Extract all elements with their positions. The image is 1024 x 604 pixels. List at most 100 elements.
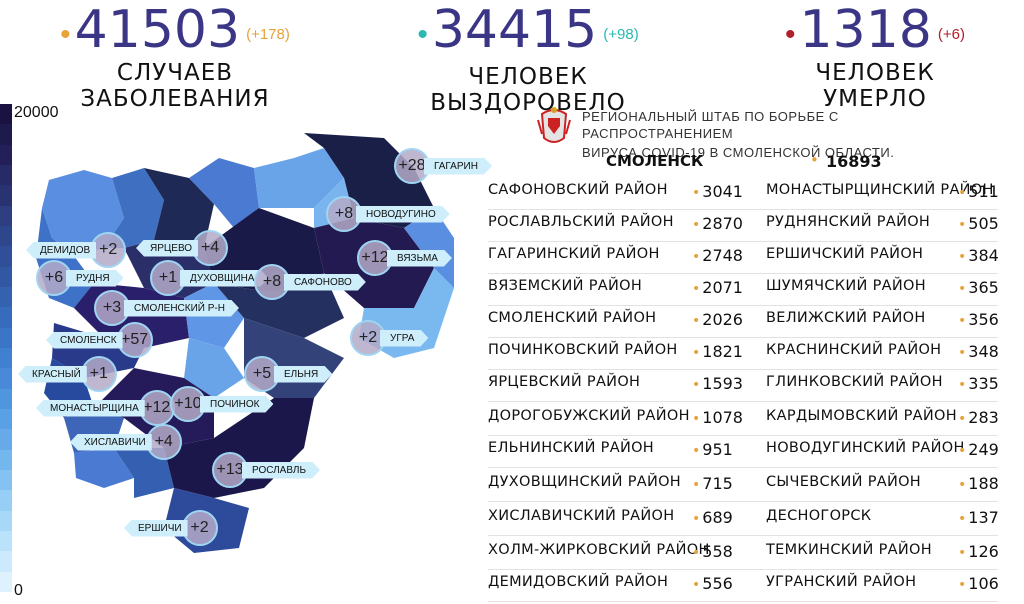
row-divider <box>488 241 998 242</box>
district-value: 335 <box>958 374 999 393</box>
row-divider <box>488 273 998 274</box>
scale-cell <box>0 286 12 308</box>
row-divider <box>488 209 998 210</box>
region-demidov <box>104 168 164 248</box>
district-name: ДЕСНОГОРСК <box>766 508 872 524</box>
badge-label: УГРА <box>380 330 428 347</box>
recovered-stat: • 34415 (+98) ЧЕЛОВЕК ВЫЗДОРОВЕЛО <box>378 0 678 116</box>
map-badge: +1 ДУХОВЩИНА <box>150 260 268 296</box>
map-badge: +5 ЕЛЬНЯ <box>244 356 332 392</box>
badge-label: МОНАСТЫРЩИНА <box>36 399 145 417</box>
scale-cell <box>0 225 12 247</box>
district-value: 1593 <box>692 374 743 393</box>
map-badge: +13 РОСЛАВЛЬ <box>212 452 320 488</box>
district-row: ЯРЦЕВСКИЙ РАЙОН 1593 ГЛИНКОВСКИЙ РАЙОН 335 <box>480 374 1010 404</box>
district-row: ДОРОГОБУЖСКИЙ РАЙОН1078 КАРДЫМОВСКИЙ РАЙО… <box>480 408 1010 438</box>
district-value: 556 <box>692 574 733 593</box>
district-value: 3041 <box>692 182 743 201</box>
hq-line-1: РЕГИОНАЛЬНЫЙ ШТАБ ПО БОРЬБЕ С РАСПРОСТРА… <box>582 109 839 141</box>
district-name: КАРДЫМОВСКИЙ РАЙОН <box>766 408 957 424</box>
district-value: 689 <box>692 508 733 527</box>
row-divider <box>488 467 998 468</box>
row-divider <box>488 435 998 436</box>
row-divider <box>488 501 998 502</box>
district-value: 384 <box>958 246 999 265</box>
district-name: ШУМЯЧСКИЙ РАЙОН <box>766 278 926 294</box>
district-name: МОНАСТЫРЩИНСКИЙ РАЙОН <box>766 182 994 198</box>
map-badge: ЯРЦЕВО +4 <box>136 230 229 266</box>
badge-label: РОСЛАВЛЬ <box>242 462 320 479</box>
smolensk-dot: • <box>810 151 819 169</box>
badge-label: СМОЛЕНСК <box>46 331 123 349</box>
district-name: ДУХОВЩИНСКИЙ РАЙОН <box>488 474 682 490</box>
recovered-label: ЧЕЛОВЕК ВЫЗДОРОВЕЛО <box>430 64 626 116</box>
district-row: РОСЛАВЛЬСКИЙ РАЙОН 2870 РУДНЯНСКИЙ РАЙОН 50… <box>480 214 1010 244</box>
district-value: 558 <box>692 542 733 561</box>
map-badge: +2 УГРА <box>350 320 428 356</box>
map-badge: МОНАСТЫРЩИНА +12 <box>36 390 175 426</box>
district-value: 137 <box>958 508 999 527</box>
scale-cell <box>0 104 12 125</box>
district-row: ДЕМИДОВСКИЙ РАЙОН 556 УГРАНСКИЙ РАЙОН 106 <box>480 574 1010 604</box>
district-name: СЫЧЕВСКИЙ РАЙОН <box>766 474 922 490</box>
scale-cell <box>0 368 12 389</box>
badge-label: КРАСНЫЙ <box>18 365 87 383</box>
map-badge: СМОЛЕНСК +57 <box>46 322 153 358</box>
region-kholm <box>189 158 259 228</box>
district-value: 505 <box>958 214 999 233</box>
district-name: СМОЛЕНСКИЙ РАЙОН <box>488 310 657 326</box>
scale-cell <box>0 571 12 592</box>
cases-dot: • <box>60 18 71 51</box>
district-value: 2071 <box>692 278 743 297</box>
badge-label: САФОНОВО <box>284 274 366 291</box>
region-khislavichi <box>74 448 134 488</box>
district-value: 356 <box>958 310 999 329</box>
district-value: 365 <box>958 278 999 297</box>
district-value: 348 <box>958 342 999 361</box>
district-name: НОВОДУГИНСКИЙ РАЙОН <box>766 440 965 456</box>
scale-cell <box>0 144 12 165</box>
scale-cell <box>0 347 12 369</box>
scale-cell <box>0 164 12 186</box>
scale-cell <box>0 124 12 145</box>
scale-cell <box>0 551 12 572</box>
district-name: ВЯЗЕМСКИЙ РАЙОН <box>488 278 643 294</box>
district-name: ВЕЛИЖСКИЙ РАЙОН <box>766 310 926 326</box>
district-value: 511 <box>958 182 999 201</box>
badge-label: РУДНЯ <box>66 270 124 287</box>
deaths-stat: • 1318 (+6) ЧЕЛОВЕК УМЕРЛО <box>760 0 990 112</box>
recovered-dot: • <box>417 18 428 51</box>
district-row: САФОНОВСКИЙ РАЙОН 3041 МОНАСТЫРЩИНСКИЙ РАЙ… <box>480 182 1010 212</box>
district-name: ПОЧИНКОВСКИЙ РАЙОН <box>488 342 678 358</box>
badge-delta: +1 <box>80 356 117 392</box>
region-sychevka <box>254 148 344 208</box>
region-shumyachi <box>114 448 174 498</box>
map-badge: КРАСНЫЙ +1 <box>18 356 117 392</box>
smolensk-row: СМОЛЕНСК • 16893 <box>480 151 1010 176</box>
smolensk-name: СМОЛЕНСК <box>606 152 704 170</box>
badge-delta: +2 <box>181 510 218 546</box>
badge-delta: +8 <box>254 264 290 300</box>
map-badge: +10 ПОЧИНОК <box>170 386 273 422</box>
badge-label: НОВОДУГИНО <box>356 206 450 223</box>
district-value: 2026 <box>692 310 743 329</box>
color-scale <box>0 104 12 592</box>
scale-cell <box>0 327 12 348</box>
map-badge: ХИСЛАВИЧИ +4 <box>70 424 182 460</box>
badge-label: СМОЛЕНСКИЙ Р-Н <box>124 300 239 317</box>
district-value: 715 <box>692 474 733 493</box>
scale-cell <box>0 449 12 470</box>
badge-label: ЕРШИЧИ <box>124 519 188 537</box>
district-row: ЕЛЬНИНСКИЙ РАЙОН 951 НОВОДУГИНСКИЙ РАЙОН24… <box>480 440 1010 470</box>
map-badge: +3 СМОЛЕНСКИЙ Р-Н <box>94 290 239 326</box>
scale-cell <box>0 246 12 267</box>
cases-stat: • 41503 (+178) СЛУЧАЕВ ЗАБОЛЕВАНИЯ <box>30 0 320 112</box>
district-value: 2748 <box>692 246 743 265</box>
district-name: РОСЛАВЛЬСКИЙ РАЙОН <box>488 214 674 230</box>
cases-number: 41503 <box>74 0 241 60</box>
map-badge: ДЕМИДОВ +2 <box>26 232 127 268</box>
scale-cell <box>0 307 12 328</box>
district-value: 249 <box>958 440 999 459</box>
region-glinka <box>184 338 244 398</box>
district-name: ГЛИНКОВСКИЙ РАЙОН <box>766 374 943 390</box>
